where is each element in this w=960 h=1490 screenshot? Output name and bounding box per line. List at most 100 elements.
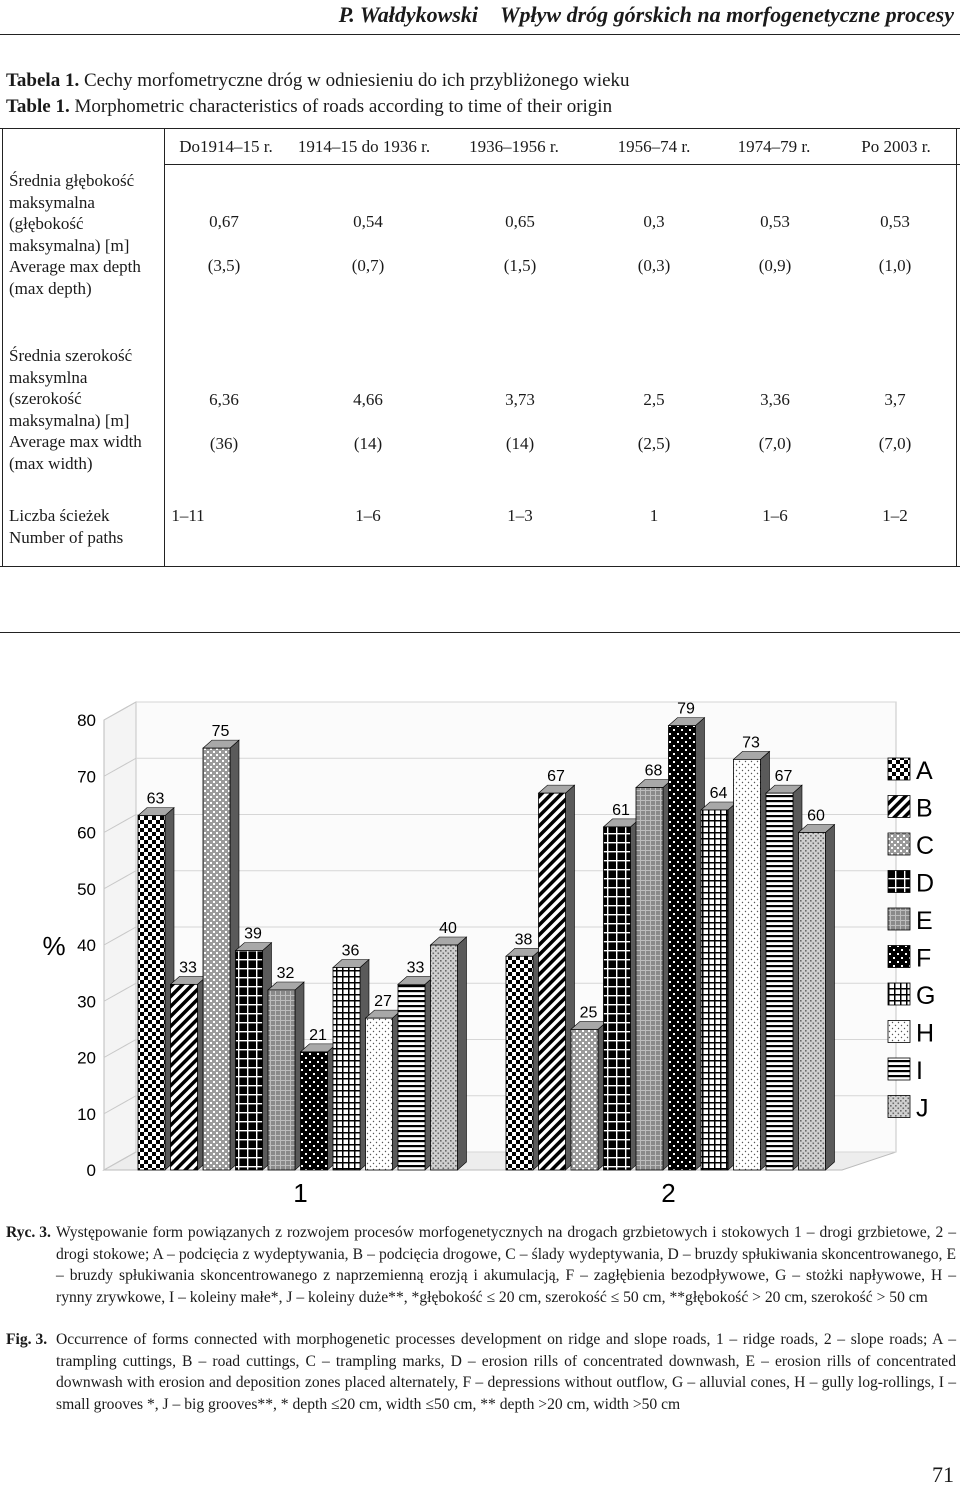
y-tick-label: 20 <box>77 1049 96 1068</box>
row-label-depth: Średnia głębokość maksymalna (głębokość … <box>9 171 141 298</box>
bar-1-C <box>202 747 231 1171</box>
bar-value-label: 60 <box>807 808 825 825</box>
cell-value: 0,67 <box>209 212 239 231</box>
cell-value: 0,53 <box>760 212 790 231</box>
cell-subvalue: (0,3) <box>637 256 671 275</box>
bar-2-A <box>505 955 534 1171</box>
bar-value-label: 38 <box>515 931 533 948</box>
cell-value: 0,65 <box>505 212 535 231</box>
gridline-side <box>103 926 137 946</box>
legend-label: G <box>916 982 935 1010</box>
bar-value-label: 39 <box>244 926 262 943</box>
y-tick-label: 10 <box>77 1105 96 1124</box>
bar-2-D <box>603 826 631 1171</box>
gridline-side <box>103 1095 137 1115</box>
cell-subvalue: (2,5) <box>637 434 671 453</box>
forms-bar-chart: 0 10 20 30 40 50 60 70 80% 63 33 75 39 32 21 36 27 33 40 1… <box>42 701 935 1208</box>
legend-label: F <box>916 945 931 973</box>
cell-subvalue: (0,7) <box>351 256 385 275</box>
legend-swatch-D <box>887 870 911 893</box>
cell-value: 6,36 <box>209 390 239 409</box>
legend-label: A <box>916 757 933 785</box>
bar-2-J <box>798 832 826 1171</box>
bar-value-label: 75 <box>212 723 230 740</box>
bar-value-label: 67 <box>547 768 565 785</box>
legend-swatch-H <box>887 1020 911 1043</box>
cell-subvalue: (36) <box>209 434 239 453</box>
cell-value: 1–2 <box>882 506 908 525</box>
bars-layer: 63 33 75 39 32 21 36 27 33 40 1 38 67 25 61 68 79 64 73 67 6… <box>137 701 836 1208</box>
bar-value-label: 67 <box>775 768 793 785</box>
figure-top-rule <box>0 632 960 633</box>
bar-value-label: 73 <box>742 734 760 751</box>
y-tick-label: 50 <box>77 880 96 899</box>
cell-subvalue: (14) <box>505 434 535 453</box>
bar-value-label: 33 <box>179 959 197 976</box>
page-number: 71 <box>932 1462 954 1487</box>
bar-1-B <box>170 983 198 1171</box>
figure-caption-pl-text: Występowanie form powiązanych z rozwojem… <box>56 1224 956 1306</box>
bar-1-I <box>397 983 426 1171</box>
table-right-border <box>956 128 957 566</box>
cell-value: 2,5 <box>643 390 665 409</box>
bar-value-label: 32 <box>277 965 295 982</box>
legend-swatch-C <box>887 832 911 856</box>
gridline-side <box>103 1151 137 1171</box>
col-header: 1956–74 r. <box>617 137 691 156</box>
gridline-side <box>103 701 137 721</box>
bar-2-C <box>570 1028 599 1171</box>
cell-value: 0,54 <box>353 212 383 231</box>
legend-swatch-E <box>887 907 911 931</box>
bar-2-B <box>538 792 566 1171</box>
bar-value-label: 61 <box>612 802 630 819</box>
legend-swatch-F <box>887 945 911 968</box>
cell-value: 4,66 <box>353 390 383 409</box>
cell-value: 1–3 <box>507 506 533 525</box>
cell-value: 3,7 <box>884 390 906 409</box>
header-author: P. Wałdykowski <box>338 2 478 27</box>
legend-label: B <box>916 795 933 823</box>
table-header-rule <box>164 164 960 165</box>
bar-2-E <box>635 787 664 1171</box>
legend-swatch-A <box>887 757 911 781</box>
gridline-side <box>103 757 137 777</box>
cell-subvalue: (1,0) <box>878 256 912 275</box>
cell-value: 3,36 <box>760 390 790 409</box>
gridline-side <box>103 1039 137 1058</box>
y-tick-label: 0 <box>87 1161 96 1180</box>
bar-value-label: 21 <box>309 1027 327 1044</box>
category-label: 2 <box>661 1178 675 1208</box>
legend-swatch-B <box>887 795 911 818</box>
row-label-paths: Liczba ścieżek Number of paths <box>9 506 124 547</box>
legend-label: C <box>916 832 934 860</box>
legend-label: I <box>916 1057 923 1085</box>
legend-label: H <box>916 1020 934 1048</box>
legend-swatch-J <box>887 1095 911 1118</box>
bar-value-label: 33 <box>407 959 425 976</box>
bar-1-E <box>267 989 296 1171</box>
table-caption-pl-label: Tabela 1. <box>6 70 80 91</box>
table-left-border <box>2 128 3 566</box>
bar-value-label: 27 <box>374 993 392 1010</box>
bar-2-G <box>700 809 729 1171</box>
bar-value-label: 25 <box>580 1004 598 1021</box>
bar-value-label: 79 <box>677 701 695 718</box>
figure-caption-pl-label: Ryc. 3. <box>6 1224 51 1241</box>
bar-1-D <box>235 950 263 1171</box>
bar-side-J <box>825 823 835 1171</box>
col-header: Po 2003 r. <box>861 137 931 156</box>
gridline-side <box>103 870 137 890</box>
figure-caption-en: Fig. 3. Occurrence of forms connected wi… <box>6 1329 956 1415</box>
cell-subvalue: (7,0) <box>878 434 912 453</box>
header-title: Wpływ dróg górskich na morfogenetyczne p… <box>499 2 954 27</box>
bar-2-I <box>765 792 794 1171</box>
table-bottom-rule <box>0 566 960 567</box>
col-header: Do1914–15 r. <box>179 137 273 156</box>
table-caption-pl-text: Cechy morfometryczne dróg w odniesieniu … <box>83 70 630 91</box>
cell-subvalue: (14) <box>353 434 383 453</box>
cell-value: 3,73 <box>505 390 535 409</box>
cell-subvalue: (1,5) <box>503 256 537 275</box>
cell-value: 0,53 <box>880 212 910 231</box>
cell-value: 1–6 <box>355 506 381 525</box>
